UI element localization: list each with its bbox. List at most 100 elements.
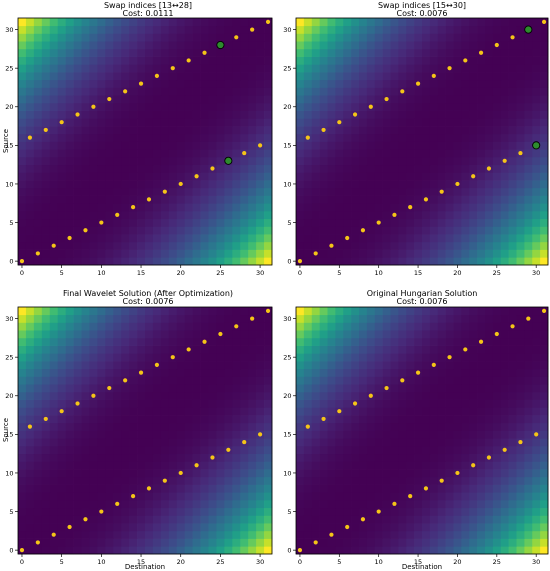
heatmap-cell (374, 391, 383, 400)
heatmap-cell (113, 546, 122, 555)
assignment-point (502, 158, 507, 163)
heatmap-cell (406, 314, 415, 323)
heatmap-cell (366, 415, 376, 424)
heatmap-cell (18, 399, 27, 408)
heatmap-cell (327, 195, 336, 204)
heatmap-cell (81, 523, 90, 532)
heatmap-cell (453, 79, 462, 88)
heatmap-cell (160, 64, 170, 73)
heatmap-cell (168, 507, 178, 516)
heatmap-cell (516, 64, 525, 73)
heatmap-cell (121, 72, 130, 81)
heatmap-cell (374, 226, 383, 235)
heatmap-cell (18, 18, 27, 27)
heatmap-cell (160, 257, 170, 266)
heatmap-cell (508, 102, 517, 111)
heatmap-cell (152, 172, 162, 181)
heatmap-cell (406, 72, 415, 81)
heatmap-cell (145, 515, 154, 524)
assignment-point (494, 331, 499, 337)
heatmap-cell (390, 249, 399, 258)
heatmap-cell (89, 172, 98, 181)
heatmap-cell (41, 133, 51, 142)
heatmap-cell (406, 164, 415, 173)
heatmap-cell (89, 361, 98, 370)
heatmap-cell (532, 546, 541, 555)
heatmap-cell (461, 210, 470, 220)
heatmap-cell (208, 368, 217, 377)
heatmap-cell (224, 384, 233, 393)
y-axis-label: Source (2, 129, 10, 153)
heatmap-cell (129, 415, 138, 424)
heatmap-cell (248, 384, 257, 393)
heatmap-cell (374, 203, 383, 212)
heatmap-cell (73, 25, 82, 34)
heatmap-cell (477, 422, 486, 431)
heatmap-cell (335, 203, 344, 212)
heatmap-cell (422, 41, 431, 50)
heatmap-cell (97, 422, 106, 431)
x-tick-label: 20 (177, 269, 185, 277)
heatmap-cell (256, 87, 265, 96)
assignment-point (99, 220, 104, 225)
heatmap-cell (73, 322, 82, 331)
heatmap-cell (485, 195, 494, 204)
heatmap-cell (461, 538, 470, 547)
heatmap-cell (429, 156, 439, 166)
heatmap-cell (406, 79, 415, 88)
heatmap-cell (216, 469, 225, 478)
heatmap-cell (414, 484, 423, 493)
heatmap-cell (57, 469, 66, 478)
heatmap-cell (414, 210, 423, 220)
heatmap-cell (97, 353, 106, 362)
heatmap-cell (327, 453, 336, 462)
heatmap-cell (461, 430, 470, 439)
heatmap-cell (296, 368, 305, 377)
heatmap-cell (89, 330, 98, 339)
heatmap-cell (485, 56, 494, 65)
heatmap-cell (129, 172, 138, 181)
heatmap-cell (129, 384, 138, 393)
heatmap-cell (18, 87, 27, 96)
heatmap-cell (477, 330, 486, 339)
heatmap-cell (89, 507, 98, 516)
heatmap-cell (351, 484, 360, 493)
heatmap-cell (49, 461, 59, 470)
heatmap-cell (437, 322, 446, 331)
heatmap-cell (311, 187, 320, 196)
heatmap-cell (208, 218, 217, 227)
heatmap-cell (248, 422, 257, 431)
heatmap-cell (422, 515, 431, 524)
heatmap-cell (437, 499, 446, 509)
heatmap-cell (359, 538, 368, 547)
heatmap-cells (18, 307, 273, 555)
heatmap-cell (414, 48, 423, 57)
heatmap-cell (129, 438, 138, 447)
heatmap-cell (152, 110, 162, 119)
heatmap-cell (184, 18, 193, 27)
x-axis-label: Destination (402, 563, 442, 571)
heatmap-cell (145, 133, 154, 142)
y-tick-label: 0 (287, 546, 291, 554)
heatmap-cell (145, 407, 154, 416)
heatmap-cell (516, 126, 525, 135)
heatmap-cell (18, 507, 27, 516)
heatmap-cell (192, 226, 201, 235)
heatmap-cell (57, 515, 66, 524)
heatmap-cell (437, 415, 446, 424)
heatmap-cell (516, 218, 525, 227)
heatmap-cell (248, 469, 257, 478)
heatmap-cell (359, 149, 368, 158)
heatmap-cell (414, 337, 423, 346)
heatmap-cell (41, 507, 51, 516)
heatmap-cell (73, 307, 82, 316)
heatmap-cell (445, 110, 454, 119)
heatmap-cell (57, 257, 66, 266)
heatmap-cell (89, 156, 98, 166)
heatmap-cell (145, 234, 154, 243)
heatmap-cell (485, 172, 494, 181)
heatmap-cell (129, 376, 138, 385)
heatmap-cell (516, 79, 525, 88)
heatmap-cell (500, 110, 509, 119)
heatmap-cell (121, 422, 130, 431)
